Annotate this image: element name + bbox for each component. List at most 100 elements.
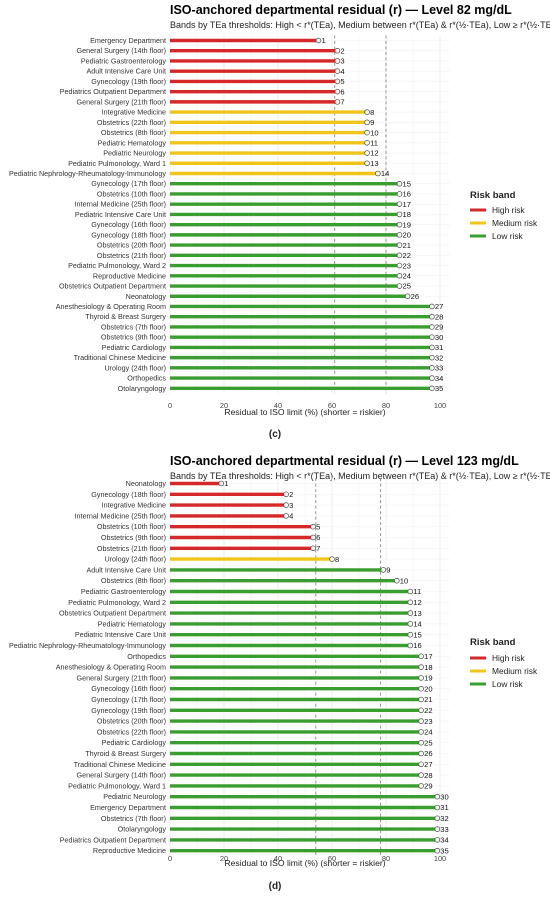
bar-end-marker <box>315 37 322 44</box>
rank-label: 32 <box>435 353 443 362</box>
chart-panel-c: ISO-anchored departmental residual (r) —… <box>9 3 550 440</box>
category-label: Pediatric Nephrology-Rheumatology-Immuno… <box>9 169 166 178</box>
rank-label: 27 <box>435 302 443 311</box>
rank-label: 17 <box>403 200 411 209</box>
category-label: Obstetrics Outpatient Department <box>59 609 166 618</box>
rank-label: 24 <box>424 728 432 737</box>
bar-end-marker <box>418 664 424 670</box>
legend-title: Risk band <box>470 637 516 648</box>
rank-label: 25 <box>403 282 411 291</box>
category-label: Anesthesiology & Operating Room <box>56 663 166 672</box>
rank-label: 8 <box>370 108 374 117</box>
category-label: General Surgery (14th floor) <box>77 771 167 780</box>
panel-label: (d) <box>269 881 282 892</box>
bar-end-marker <box>407 599 414 606</box>
rank-label: 28 <box>424 771 432 780</box>
category-label: Pediatric Pulmonology, Ward 1 <box>68 159 166 168</box>
category-label: Integrative Medicine <box>102 108 166 117</box>
category-label: Pediatric Hematology <box>98 138 167 147</box>
bar-end-marker <box>396 242 403 248</box>
rank-label: 28 <box>435 312 443 321</box>
bar-end-marker <box>396 221 403 228</box>
rank-label: 11 <box>370 139 378 148</box>
category-label: Thyroid & Breast Surgery <box>85 312 166 321</box>
bar-end-marker <box>396 272 403 279</box>
bar-end-marker <box>393 577 400 584</box>
category-label: Obstetrics (10th floor) <box>97 522 166 531</box>
rank-label: 25 <box>424 738 432 747</box>
legend-title: Risk band <box>470 190 516 201</box>
x-tick-label: 100 <box>434 854 446 863</box>
rank-label: 26 <box>424 749 432 758</box>
category-label: Orthopedics <box>127 652 166 661</box>
bar-end-marker <box>396 180 403 187</box>
rank-label: 21 <box>424 695 432 704</box>
rank-label: 16 <box>403 190 411 199</box>
bar-end-marker <box>396 201 403 207</box>
bar-end-marker <box>364 109 370 115</box>
rank-label: 21 <box>403 241 411 250</box>
category-label: Urology (24th floor) <box>104 363 166 372</box>
bar-end-marker <box>310 534 316 541</box>
category-label: Gynecology (19th floor) <box>91 77 166 86</box>
chart-panel-d: ISO-anchored departmental residual (r) —… <box>9 454 550 892</box>
category-label: General Surgery (21th floor) <box>77 97 167 106</box>
category-label: Pediatric Neurology <box>103 149 166 158</box>
category-label: Internal Medicine (25th floor) <box>75 511 167 520</box>
bar-end-marker <box>407 642 414 649</box>
category-label: Pediatric Nephrology-Rheumatology-Immuno… <box>9 641 166 650</box>
category-label: Gynecology (17th floor) <box>91 695 166 704</box>
category-label: Pediatric Cardiology <box>102 738 167 747</box>
bar-end-marker <box>364 129 370 136</box>
chart-title: ISO-anchored departmental residual (r) —… <box>170 454 519 468</box>
rank-label: 2 <box>289 490 293 499</box>
bar-end-marker <box>429 354 435 361</box>
legend: Risk band High risk Medium risk Low risk <box>470 190 538 241</box>
bar-end-marker <box>418 750 424 757</box>
x-tick-label: 0 <box>168 401 172 410</box>
rank-label: 14 <box>381 169 389 178</box>
rank-label: 32 <box>440 814 448 823</box>
bar-end-marker <box>396 252 403 259</box>
category-label: Obstetrics (22th floor) <box>97 727 166 736</box>
category-label: Obstetrics (8th floor) <box>101 128 166 137</box>
legend-label: High risk <box>492 653 525 663</box>
category-label: Gynecology (18th floor) <box>91 230 166 239</box>
bar-end-marker <box>396 211 403 218</box>
category-label: Neonatology <box>126 479 167 488</box>
x-tick-label: 20 <box>220 401 228 410</box>
x-tick-label: 100 <box>434 401 446 410</box>
bar-end-marker <box>418 761 424 768</box>
rank-label: 13 <box>370 159 378 168</box>
rank-label: 18 <box>403 210 411 219</box>
bar-end-marker <box>429 334 435 340</box>
category-label: Obstetrics (9th floor) <box>101 333 166 342</box>
bar-end-marker <box>407 621 414 627</box>
rank-label: 10 <box>370 128 378 137</box>
bar-end-marker <box>407 588 414 595</box>
rank-label: 9 <box>386 566 390 575</box>
bar-end-marker <box>418 653 424 660</box>
bar-end-marker <box>404 293 411 300</box>
bar-end-marker <box>418 729 424 735</box>
bar-end-marker <box>396 191 403 197</box>
category-label: Pediatric Pulmonology, Ward 2 <box>68 261 166 270</box>
bar-end-marker <box>396 283 403 289</box>
rank-label: 4 <box>340 67 344 76</box>
category-label: Integrative Medicine <box>102 501 166 510</box>
rank-label: 5 <box>316 522 320 531</box>
bar-end-marker <box>364 119 370 126</box>
rank-label: 19 <box>424 674 432 683</box>
chart-subtitle: Bands by TEa thresholds: High < r*(TEa),… <box>170 20 550 30</box>
bar-end-marker <box>310 523 316 530</box>
category-label: Obstetrics (7th floor) <box>101 814 166 823</box>
bar-end-marker <box>418 772 424 778</box>
category-label: Otolaryngology <box>118 384 167 393</box>
rank-label: 1 <box>322 36 326 45</box>
bar-end-marker <box>418 783 424 789</box>
rank-label: 12 <box>413 598 421 607</box>
category-label: Otolaryngology <box>118 825 167 834</box>
bar-end-marker <box>396 262 403 269</box>
rank-label: 6 <box>340 87 344 96</box>
bar-end-marker <box>334 78 341 85</box>
